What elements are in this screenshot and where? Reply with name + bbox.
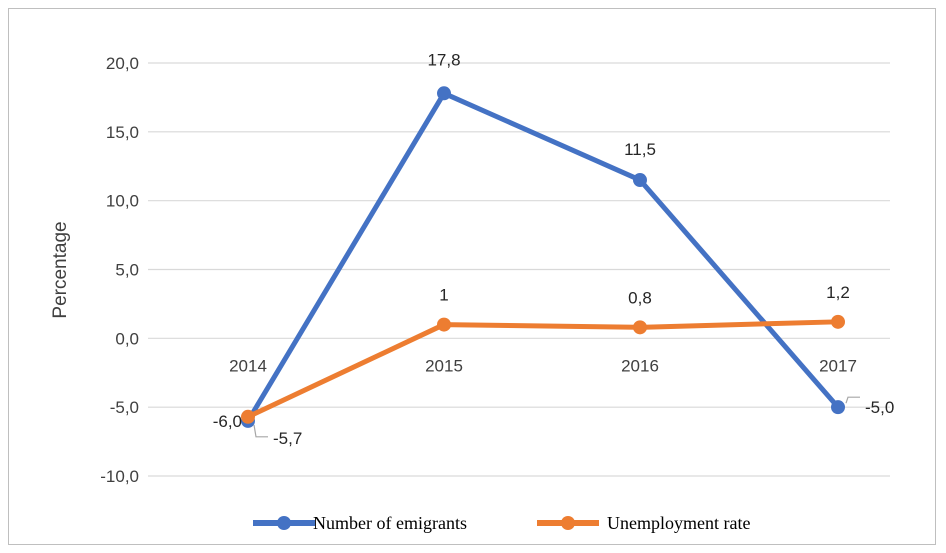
y-axis-label: Percentage [50, 221, 71, 318]
y-tick-label: 15,0 [106, 123, 139, 142]
data-point [633, 173, 647, 188]
category-labels: 2014 2015 2016 2017 [229, 356, 857, 375]
y-tick-label: 0,0 [115, 329, 139, 348]
data-point [831, 400, 845, 415]
data-label: 1,2 [826, 283, 850, 302]
series-points [241, 86, 845, 428]
label-leader-lines [253, 396, 860, 438]
data-point [633, 320, 647, 335]
legend-label-emigrants: Number of emigrants [313, 513, 467, 533]
category-label: 2017 [819, 356, 857, 375]
data-point [241, 409, 255, 424]
legend: Number of emigrants Unemployment rate [253, 513, 750, 533]
data-label: 17,8 [427, 50, 460, 69]
data-label: 1 [439, 286, 448, 305]
y-tick-label: 20,0 [106, 54, 139, 73]
category-label: 2014 [229, 356, 267, 375]
data-labels: -6,0 17,8 11,5 -5,0 -5,7 1 0,8 1,2 [213, 50, 895, 448]
leader-line [845, 396, 860, 404]
chart-frame [8, 8, 936, 545]
category-label: 2016 [621, 356, 659, 375]
data-label: 0,8 [628, 288, 652, 307]
legend-swatch-unemployment-marker [561, 516, 575, 530]
data-label: -6,0 [213, 412, 242, 431]
y-tick-label: 10,0 [106, 192, 139, 211]
gridlines [148, 62, 890, 477]
legend-swatch-emigrants-marker [277, 516, 291, 530]
series-line-0 [245, 90, 841, 424]
data-label: -5,7 [273, 429, 302, 448]
series-line-1 [245, 319, 841, 420]
category-label: 2015 [425, 356, 463, 375]
data-label: 11,5 [624, 140, 656, 159]
y-axis-tick-labels: 20,0 15,0 10,0 5,0 0,0 -5,0 -10,0 [100, 54, 139, 486]
y-tick-label: -5,0 [110, 398, 139, 417]
legend-label-unemployment: Unemployment rate [607, 513, 750, 533]
series-lines [245, 90, 841, 424]
leader-line [253, 424, 268, 438]
y-tick-label: 5,0 [115, 261, 139, 280]
data-label: -5,0 [865, 398, 894, 417]
data-point [437, 317, 451, 332]
data-point [831, 314, 845, 329]
y-tick-label: -10,0 [100, 467, 139, 486]
data-point [437, 86, 451, 101]
